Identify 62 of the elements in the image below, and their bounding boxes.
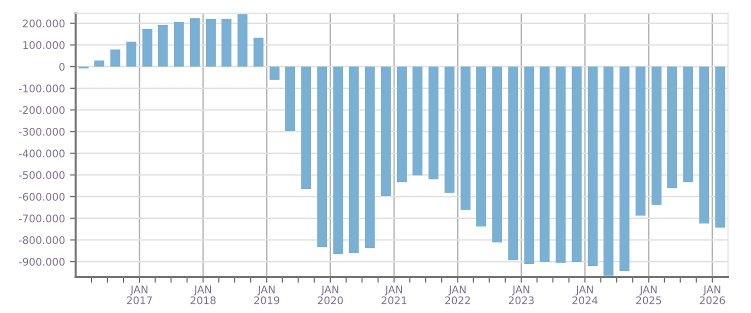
bar — [524, 66, 534, 264]
bar — [540, 66, 550, 262]
x-tick-label: JAN 2022 — [445, 286, 470, 304]
y-tick-label: -300.000 — [18, 128, 65, 136]
bar — [126, 42, 136, 67]
bar — [380, 66, 391, 196]
bar — [636, 66, 646, 216]
y-tick-label: -100.000 — [18, 84, 65, 92]
bar — [190, 18, 200, 67]
bar — [333, 66, 344, 254]
y-tick-label: 0 — [59, 62, 65, 71]
bar — [572, 66, 582, 262]
y-tick-label: 200.000 — [22, 19, 65, 28]
bar — [715, 66, 726, 228]
x-tick-label: JAN 2026 — [700, 286, 725, 304]
bar — [238, 14, 248, 67]
bar — [699, 66, 710, 224]
x-tick-label: JAN 2019 — [254, 286, 280, 304]
bar — [270, 66, 280, 80]
bar — [683, 66, 694, 182]
bar — [460, 66, 471, 210]
bar — [221, 18, 232, 67]
bar — [285, 66, 296, 131]
y-tick-label: 100.000 — [23, 41, 65, 50]
bar — [428, 66, 438, 180]
y-tick-label: -700.000 — [18, 214, 65, 222]
x-tick-label: JAN 2023 — [508, 286, 534, 304]
x-tick-label: JAN 2020 — [318, 286, 343, 304]
x-tick-label: JAN 2024 — [572, 286, 598, 304]
x-tick-label: JAN 2021 — [382, 286, 406, 304]
bar — [492, 66, 502, 242]
bar — [301, 66, 312, 190]
x-tick-label: JAN 2018 — [190, 286, 216, 304]
bar — [588, 66, 598, 266]
y-tick-label: -500.000 — [18, 171, 65, 180]
bar — [652, 66, 662, 205]
y-tick-label: -900.000 — [18, 258, 65, 266]
bar — [412, 66, 422, 176]
bar — [348, 66, 359, 254]
bar — [364, 66, 375, 248]
bar — [667, 66, 678, 188]
bar — [110, 49, 120, 67]
bar — [556, 66, 566, 263]
bar — [254, 38, 264, 67]
bar — [476, 66, 486, 227]
y-tick-label: -400.000 — [18, 150, 65, 158]
bar — [620, 66, 630, 271]
bar — [508, 66, 518, 260]
x-tick-label: JAN 2025 — [636, 286, 662, 304]
bar — [444, 66, 454, 193]
bar — [396, 66, 407, 182]
y-tick-label: -800.000 — [18, 236, 65, 244]
y-tick-label: -200.000 — [18, 106, 65, 114]
x-tick-label: JAN 2017 — [126, 286, 152, 304]
bar — [94, 60, 104, 67]
bar — [206, 18, 216, 67]
bar — [604, 66, 614, 276]
bar — [142, 28, 152, 67]
bar — [174, 22, 184, 67]
bar — [158, 25, 168, 67]
y-tick-label: -600.000 — [18, 192, 65, 201]
bar — [317, 66, 328, 248]
